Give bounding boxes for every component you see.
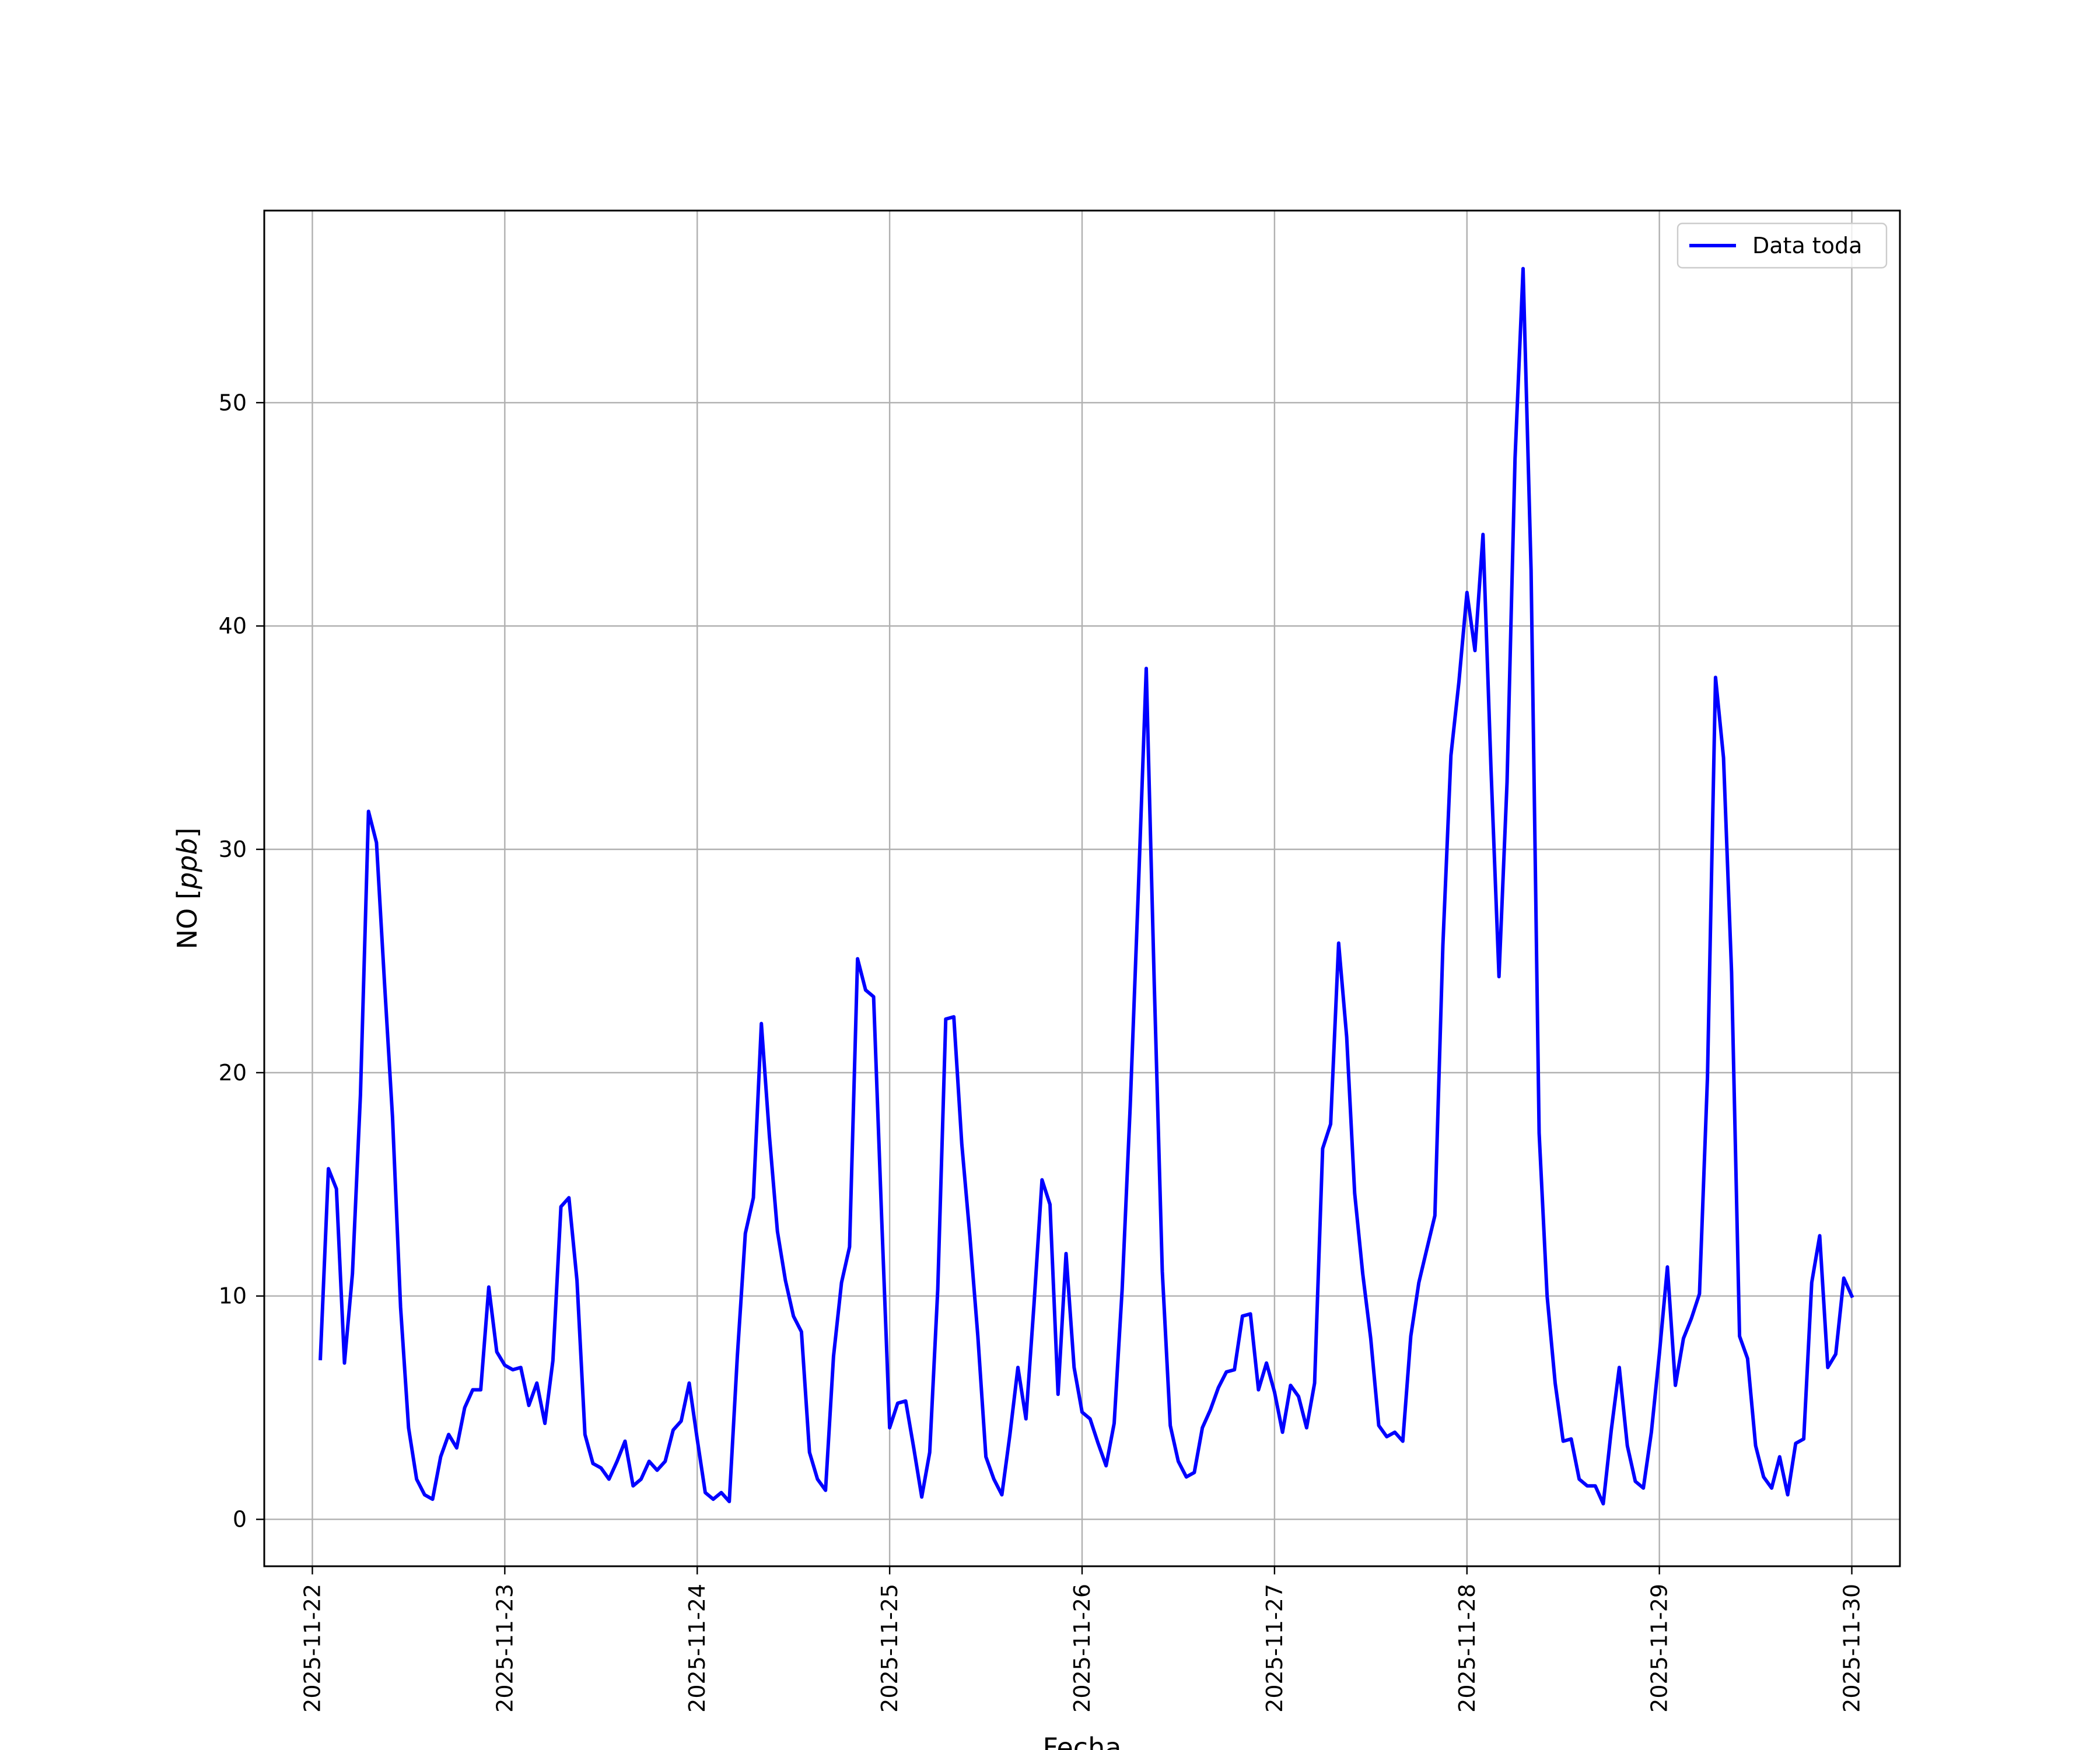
legend-box [1676,222,1888,269]
x-tick-label: 2025-11-24 [684,1584,710,1713]
y-tick-label: 50 [219,390,247,415]
y-axis-title-prefix: NO [ [172,889,203,949]
y-axis-title-unit: ppb [172,838,203,890]
series-layer [318,267,1854,1506]
y-tick-label: 30 [219,836,247,862]
x-tick-label: 2025-11-30 [1839,1584,1865,1713]
x-axis-title: Fecha [1043,1732,1122,1750]
x-tick-label: 2025-11-27 [1262,1584,1287,1713]
x-axis: 2025-11-22 2025-11-23 2025-11-24 2025-11-25… [299,1566,1865,1713]
legend: Data toda [1676,222,1888,269]
x-tick-label: 2025-11-22 [299,1584,325,1713]
y-tick-label: 10 [219,1283,247,1309]
y-tick-label: 40 [219,613,247,639]
x-tick-label: 2025-11-26 [1069,1584,1095,1713]
x-tick-label: 2025-11-28 [1454,1584,1480,1713]
y-axis-title: NO [ppb] [172,828,203,950]
y-tick-label: 0 [233,1507,247,1532]
x-tick-label: 2025-11-23 [492,1584,517,1713]
y-axis-title-suffix: ] [172,828,203,838]
x-tick-label: 2025-11-25 [877,1584,902,1713]
series-line-data-toda [318,267,1854,1506]
legend-entry: Data toda [1752,233,1862,258]
x-tick-label: 2025-11-29 [1647,1584,1672,1713]
y-axis: 0 10 20 30 40 50 [219,390,264,1532]
grid-lines [264,211,1900,1566]
y-tick-label: 20 [219,1060,247,1086]
